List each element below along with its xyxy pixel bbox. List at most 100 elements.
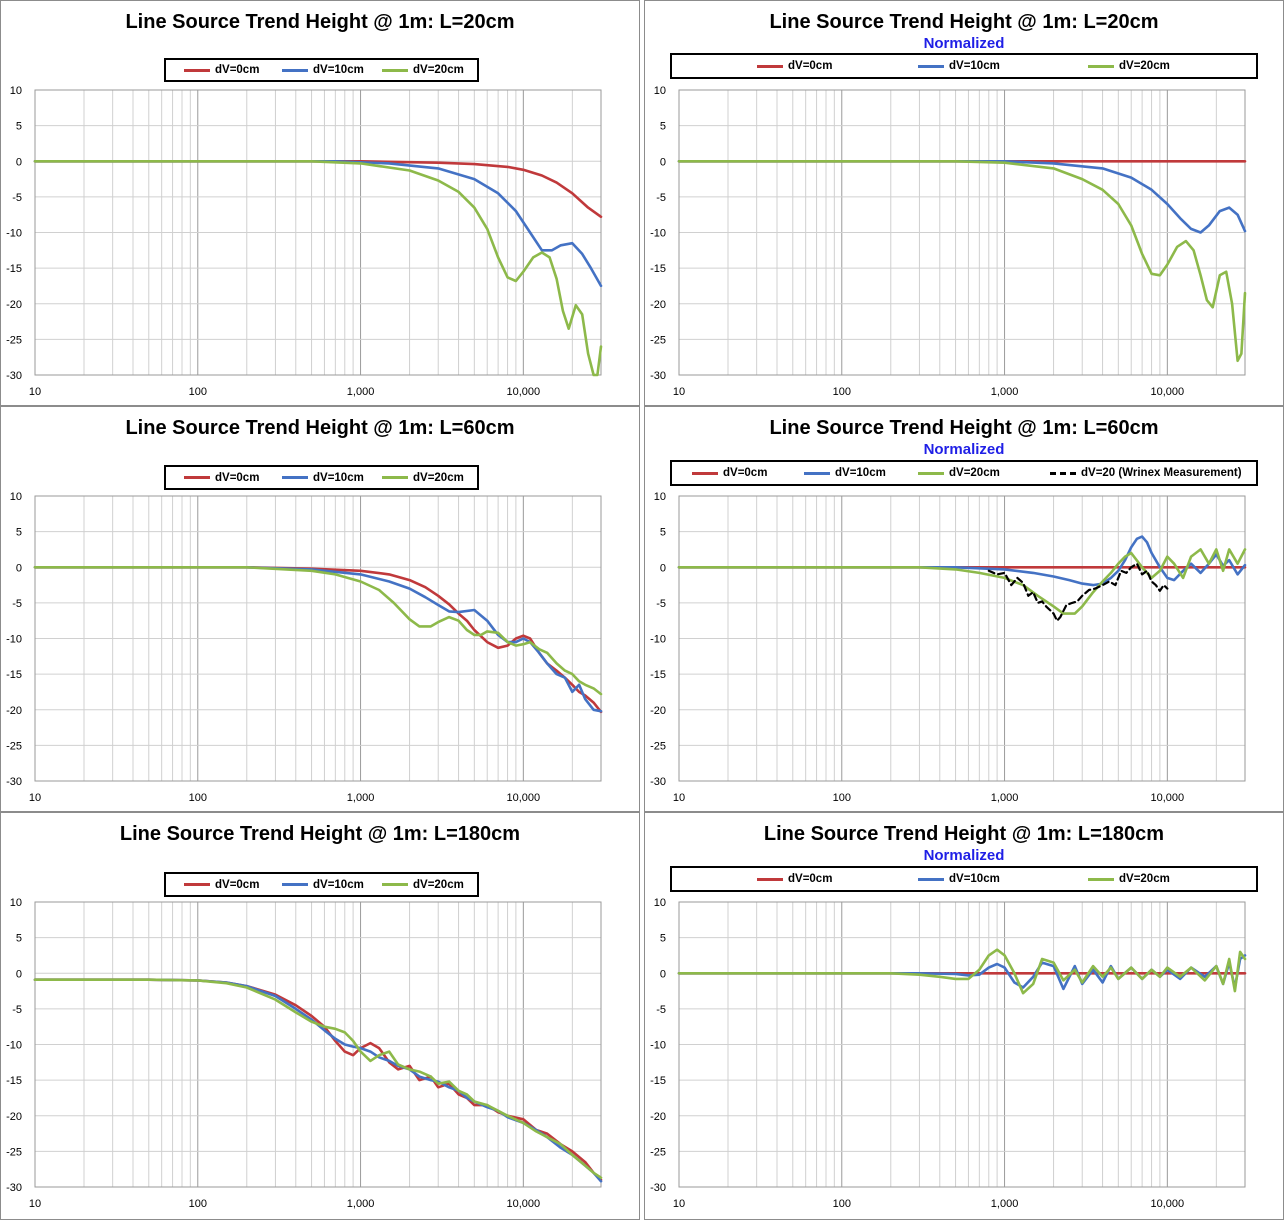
legend-swatch-green [1088, 877, 1114, 881]
gridlines [34, 89, 602, 376]
legend-label: dV=0cm [723, 467, 768, 479]
y-tick-label: 0 [660, 156, 666, 168]
legend-item: dV=10cm [918, 55, 1000, 77]
legend-swatch-red [184, 68, 210, 72]
legend-item: dV=0cm [184, 60, 259, 80]
y-tick-label: 10 [654, 897, 666, 909]
y-tick-label: -25 [6, 740, 22, 752]
y-tick-label: -25 [6, 334, 22, 346]
chart-panel-3: Line Source Trend Height @ 1m: L=60cm dV… [0, 406, 640, 812]
legend-item: dV=10cm [804, 462, 886, 484]
x-tick-label: 1,000 [991, 386, 1019, 398]
legend-item: dV=0cm [184, 874, 259, 895]
x-tick-label: 100 [833, 1198, 851, 1210]
legend-item: dV=10cm [282, 874, 364, 895]
chart-subtitle: Normalized [923, 847, 1005, 864]
chart-plot: 10 5 0 -5 -10 -15 -20 -25 -30 10 100 1,000 10,000 [650, 85, 1247, 398]
chart-title: Line Source Trend Height @ 1m: L=180cm [119, 823, 521, 845]
y-tick-label: 10 [654, 491, 666, 503]
y-tick-label: -25 [650, 1146, 666, 1158]
chart-subtitle: Normalized [923, 35, 1005, 52]
legend-label: dV=20cm [1119, 60, 1170, 72]
x-tick-label: 10 [29, 386, 41, 398]
y-tick-label: 0 [660, 562, 666, 574]
legend-item: dV=0cm [692, 462, 767, 484]
legend-swatch-blue [804, 471, 830, 475]
x-tick-label: 10,000 [507, 792, 541, 804]
legend-label: dV=20cm [1119, 873, 1170, 885]
y-tick-label: -10 [6, 634, 22, 646]
legend-label: dV=10cm [313, 471, 364, 484]
x-tick-label: 1,000 [347, 1198, 375, 1210]
legend-swatch-green [382, 883, 408, 886]
series-line-dv-10cm [33, 160, 603, 288]
x-tick-label: 10 [673, 1198, 685, 1210]
y-tick-label: -30 [6, 370, 22, 382]
legend-swatch-blue [918, 877, 944, 881]
x-tick-label: 10 [29, 1198, 41, 1210]
chart-subtitle: Normalized [923, 441, 1005, 458]
legend-label: dV=0cm [215, 471, 260, 484]
y-tick-label: -30 [6, 776, 22, 788]
y-tick-label: 5 [16, 121, 22, 133]
x-tick-label: 10 [673, 792, 685, 804]
y-tick-label: 0 [16, 562, 22, 574]
y-tick-label: -30 [6, 1182, 22, 1194]
y-tick-label: -20 [6, 705, 22, 717]
series-line-dv-20cm [677, 948, 1247, 995]
y-tick-label: -20 [650, 299, 666, 311]
y-tick-label: -15 [6, 263, 22, 275]
x-tick-label: 100 [189, 386, 207, 398]
y-tick-label: 10 [654, 85, 666, 97]
legend-label: dV=0cm [215, 878, 260, 891]
chart-panel-5: Line Source Trend Height @ 1m: L=180cm d… [0, 812, 640, 1220]
legend-swatch-red [757, 64, 783, 68]
x-tick-label: 1,000 [991, 792, 1019, 804]
y-tick-label: -10 [650, 1040, 666, 1052]
y-tick-label: -30 [650, 776, 666, 788]
legend-swatch-red [692, 471, 718, 475]
y-tick-label: 0 [660, 968, 666, 980]
y-tick-label: -20 [650, 705, 666, 717]
legend-item: dV=10cm [282, 60, 364, 80]
series-line-dv-20cm [33, 978, 603, 1180]
y-tick-label: -25 [650, 740, 666, 752]
series-line-dv-0cm [33, 160, 603, 219]
y-tick-label: -20 [6, 299, 22, 311]
legend-item: dV=0cm [184, 467, 259, 488]
y-tick-label: 10 [10, 491, 22, 503]
x-tick-label: 10,000 [507, 386, 541, 398]
legend-label: dV=10cm [313, 878, 364, 891]
legend-item: dV=10cm [282, 467, 364, 488]
y-tick-label: -10 [650, 634, 666, 646]
gridlines [678, 89, 1246, 376]
legend-label: dV=20cm [413, 471, 464, 484]
legend-swatch-blue [282, 476, 308, 479]
y-tick-label: -5 [656, 1004, 666, 1016]
x-tick-label: 100 [833, 386, 851, 398]
y-tick-label: -30 [650, 1182, 666, 1194]
x-tick-label: 100 [189, 1198, 207, 1210]
y-tick-label: -15 [650, 263, 666, 275]
y-tick-label: 5 [660, 933, 666, 945]
chart-plot: 10 5 0 -5 -10 -15 -20 -25 -30 10 100 1,000 10,000 [650, 897, 1247, 1210]
y-tick-label: -15 [6, 669, 22, 681]
y-tick-label: -20 [6, 1111, 22, 1123]
chart-legend: dV=0cm dV=10cm dV=20cm [670, 53, 1258, 79]
chart-plot: 10 5 0 -5 -10 -15 -20 -25 -30 10 100 1,000 10,000 [650, 491, 1247, 804]
plot-area [34, 495, 602, 782]
y-tick-label: -5 [12, 1004, 22, 1016]
y-tick-label: -5 [12, 598, 22, 610]
chart-title: Line Source Trend Height @ 1m: L=60cm [769, 417, 1159, 439]
y-tick-label: -5 [12, 192, 22, 204]
plot-area [678, 901, 1246, 1188]
gridlines [678, 901, 1246, 1188]
y-tick-label: 5 [16, 933, 22, 945]
series-line-dv-0cm [33, 566, 603, 714]
chart-legend: dV=0cm dV=10cm dV=20cm [164, 58, 479, 82]
series-line-dv-20cm [677, 160, 1247, 363]
x-tick-label: 10,000 [507, 1198, 541, 1210]
legend-label: dV=0cm [788, 873, 833, 885]
legend-swatch-green [1088, 64, 1114, 68]
chart-panel-1: Line Source Trend Height @ 1m: L=20cm dV… [0, 0, 640, 406]
